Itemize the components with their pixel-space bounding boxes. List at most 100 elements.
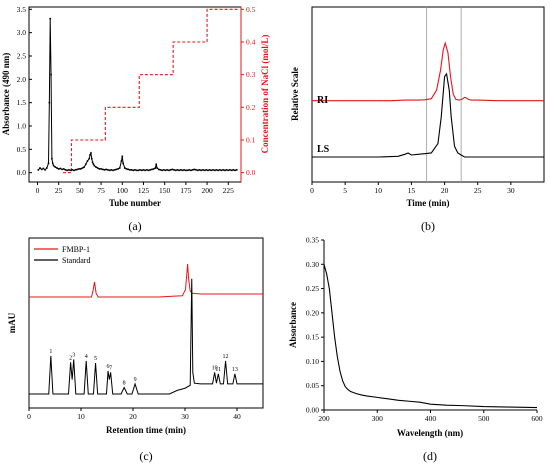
absorbance-point bbox=[130, 169, 133, 171]
absorbance-point bbox=[208, 169, 211, 171]
absorbance-point bbox=[168, 169, 170, 172]
panel-c-series bbox=[29, 263, 263, 395]
panel-d-y-tick-label: 0.35 bbox=[306, 236, 319, 245]
panel-a-y-ticks: 0.0 0.5 1.0 1.5 2.0 2.5 3.0 3.5 bbox=[17, 5, 32, 177]
panel-a-right-y-tick-label: 0.4 bbox=[246, 37, 256, 46]
absorbance-point bbox=[40, 168, 43, 171]
panel-c-x-tick-label: 20 bbox=[129, 412, 137, 421]
absorbance-point bbox=[39, 167, 41, 169]
panel-a-x-tick-label: 150 bbox=[159, 186, 171, 195]
absorbance-point bbox=[113, 169, 116, 171]
panel-d-y-tick-label: 0.30 bbox=[306, 260, 319, 269]
absorbance-point bbox=[188, 169, 191, 171]
panel-d-y-tick-label: 0.10 bbox=[306, 357, 319, 366]
absorbance-point bbox=[171, 168, 174, 171]
absorbance-point bbox=[96, 167, 99, 169]
absorbance-point bbox=[212, 169, 214, 171]
absorbance-point bbox=[183, 169, 185, 171]
absorbance-point bbox=[44, 169, 46, 171]
absorbance-point bbox=[205, 169, 208, 171]
panel-d-x-ticks: 200 300 400 500 600 bbox=[318, 410, 543, 423]
absorbance-point bbox=[76, 168, 79, 171]
panel-b: 0 5 10 15 20 25 30 RI LS Time (min) Relative S… bbox=[290, 6, 545, 233]
absorbance-point bbox=[105, 168, 107, 171]
peak-label: 5 bbox=[94, 356, 97, 362]
panel-a-y-tick-label: 2.5 bbox=[17, 52, 27, 61]
absorbance-point bbox=[157, 168, 160, 171]
absorbance-point bbox=[139, 169, 141, 171]
panel-b-x-tick-label: 30 bbox=[507, 186, 515, 195]
absorbance-point bbox=[74, 169, 77, 171]
absorbance-point bbox=[137, 169, 140, 172]
panel-a-right-y-tick-label: 0.0 bbox=[246, 168, 256, 177]
absorbance-point bbox=[149, 169, 152, 171]
absorbance-point bbox=[50, 73, 52, 76]
panel-a-y-tick-label: 0.5 bbox=[17, 145, 27, 154]
absorbance-point bbox=[100, 168, 102, 170]
panel-a-right-y-tick-label: 0.5 bbox=[246, 5, 256, 14]
absorbance-point bbox=[85, 163, 87, 166]
absorbance-point bbox=[135, 169, 138, 172]
panel-b-x-tick-label: 5 bbox=[343, 186, 347, 195]
absorbance-point bbox=[152, 168, 155, 170]
panel-b-x-ticks: 0 5 10 15 20 25 30 bbox=[310, 182, 515, 195]
ls-trace bbox=[312, 72, 544, 158]
absorbance-point bbox=[93, 164, 96, 167]
absorbance-point bbox=[222, 169, 224, 171]
panel-a-x-tick-label: 100 bbox=[117, 186, 129, 195]
peak-label: 1 bbox=[49, 349, 52, 355]
panel-a-y-tick-label: 0.0 bbox=[17, 168, 27, 177]
absorbance-point bbox=[61, 168, 63, 171]
absorbance-point bbox=[98, 168, 101, 170]
peak-label: 8 bbox=[123, 381, 126, 387]
absorbance-point bbox=[79, 168, 82, 170]
panel-b-annotation-ri: RI bbox=[317, 95, 328, 106]
peak-label: 11 bbox=[215, 367, 221, 373]
panel-c-x-tick-label: 0 bbox=[27, 412, 31, 421]
panel-a-plot-frame bbox=[28, 6, 242, 183]
absorbance-point bbox=[117, 168, 119, 170]
absorbance-point bbox=[107, 169, 109, 171]
peak-label: 9 bbox=[134, 377, 137, 383]
absorbance-point bbox=[73, 169, 75, 172]
absorbance-point bbox=[147, 169, 150, 172]
absorbance-point bbox=[156, 167, 158, 169]
panel-d-y-ticks: 0.00 0.05 0.10 0.15 0.20 0.25 0.30 0.35 bbox=[306, 236, 324, 415]
absorbance-point bbox=[68, 169, 70, 171]
absorbance-point bbox=[151, 168, 153, 171]
absorbance-point bbox=[219, 169, 221, 171]
panel-c-y-axis-label: mAU bbox=[7, 312, 17, 333]
panel-c-x-tick-label: 30 bbox=[181, 412, 189, 421]
absorbance-point bbox=[179, 169, 182, 171]
absorbance-point bbox=[42, 167, 45, 170]
panel-b-x-tick-label: 0 bbox=[310, 186, 314, 195]
absorbance-point bbox=[48, 101, 51, 104]
panel-a-right-y-axis-label: Concentration of NaCl (mol/L) bbox=[260, 35, 270, 154]
panel-b-annotation-ls: LS bbox=[317, 144, 330, 155]
absorbance-point bbox=[83, 166, 85, 168]
absorbance-point bbox=[120, 160, 123, 162]
absorbance-point bbox=[185, 169, 187, 172]
panel-c-x-tick-label: 10 bbox=[77, 412, 85, 421]
panel-b-plot-frame bbox=[311, 6, 545, 183]
panel-b-x-tick-label: 10 bbox=[375, 186, 383, 195]
uv-spectrum-line bbox=[323, 264, 538, 409]
panel-a-right-y-tick-label: 0.2 bbox=[246, 103, 256, 112]
panel-d: 200 300 400 500 600 0.00 0.05 0.10 0.15 0.20 0.25… bbox=[288, 236, 543, 464]
panel-a-x-tick-label: 125 bbox=[138, 186, 150, 195]
absorbance-point bbox=[202, 169, 204, 171]
absorbance-point bbox=[207, 169, 209, 172]
panel-b-window-lines bbox=[426, 7, 462, 182]
absorbance-point bbox=[154, 167, 157, 169]
absorbance-point bbox=[92, 163, 95, 166]
absorbance-point bbox=[101, 168, 104, 171]
panel-d-x-tick-label: 300 bbox=[372, 414, 384, 423]
panel-a-y-tick-label: 3.5 bbox=[17, 5, 27, 14]
legend-label-fmbp1: FMBP-1 bbox=[62, 245, 90, 254]
panel-d-y-tick-label: 0.05 bbox=[306, 381, 319, 390]
absorbance-point bbox=[51, 162, 54, 165]
panel-b-y-axis-label: Relative Scale bbox=[290, 67, 300, 121]
panel-c-label: (c) bbox=[139, 449, 152, 463]
